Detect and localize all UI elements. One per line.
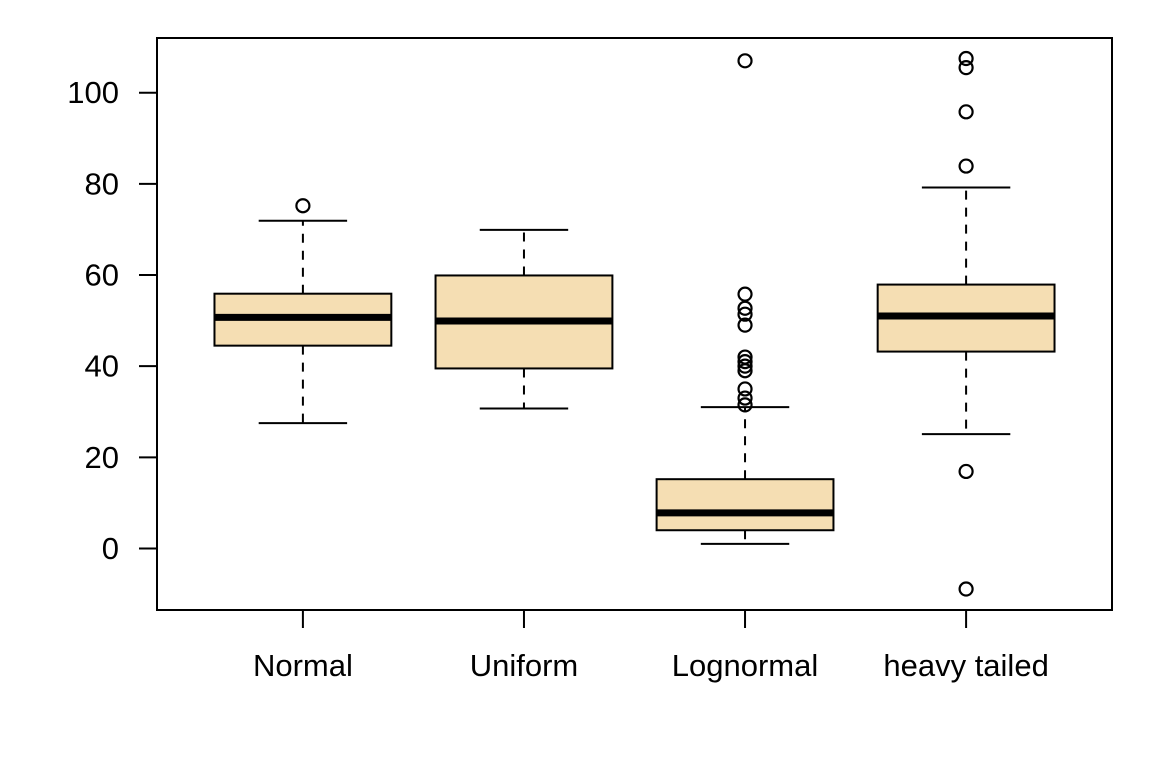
outlier-point <box>295 198 311 214</box>
outlier-point <box>958 60 974 76</box>
x-category-label: Normal <box>253 648 353 683</box>
x-category-label: Uniform <box>470 648 579 683</box>
x-category-label: heavy tailed <box>883 648 1048 683</box>
outlier-point <box>737 358 753 374</box>
y-tick-label: 0 <box>102 531 119 566</box>
outlier-point <box>958 158 974 174</box>
y-tick-label: 20 <box>85 440 119 475</box>
box-group-heavy-tailed <box>876 50 1056 597</box>
y-tick-label: 40 <box>85 349 119 384</box>
y-tick-label: 100 <box>67 75 119 110</box>
y-tick-label: 80 <box>85 166 119 201</box>
outlier-point <box>737 349 753 365</box>
outlier-point <box>737 317 753 333</box>
plot-border <box>156 37 1113 611</box>
outlier-point <box>958 463 974 480</box>
outlier-point <box>737 354 753 370</box>
outlier-point <box>737 300 753 316</box>
outlier-point <box>737 397 753 413</box>
outlier-point <box>737 286 753 302</box>
outlier-point <box>737 53 753 69</box>
outlier-point <box>958 581 974 597</box>
outlier-point <box>737 306 753 322</box>
outlier-point <box>958 50 974 67</box>
y-tick-label: 60 <box>85 258 119 293</box>
box-rect <box>655 478 835 532</box>
x-category-label: Lognormal <box>672 648 818 683</box>
outlier-point <box>737 381 753 397</box>
box-group-lognormal <box>655 53 835 545</box>
outlier-point <box>958 104 974 120</box>
outlier-point <box>737 390 753 406</box>
box-group-normal <box>213 198 393 425</box>
box-group-uniform <box>434 228 614 410</box>
